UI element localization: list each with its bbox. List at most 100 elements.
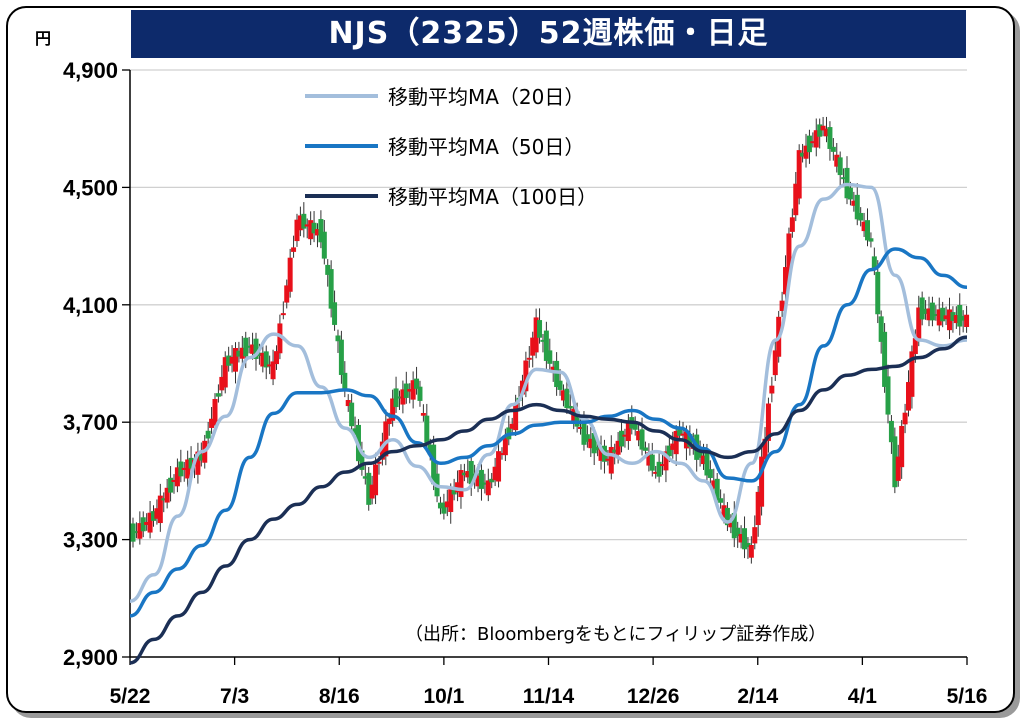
candle-up xyxy=(485,480,491,496)
candle-up xyxy=(824,128,830,137)
candle-up xyxy=(615,440,621,455)
candle-down xyxy=(311,222,317,234)
candle-down xyxy=(878,316,884,342)
candle-up xyxy=(287,257,293,292)
candle-down xyxy=(253,338,259,359)
candle-up xyxy=(786,233,792,278)
candle-down xyxy=(929,302,935,321)
candle-down xyxy=(574,411,580,427)
candle-up xyxy=(851,200,857,206)
candle-up xyxy=(147,512,153,533)
candle-up xyxy=(646,452,652,466)
candle-up xyxy=(229,356,235,364)
candle-down xyxy=(478,469,484,489)
candle-down xyxy=(441,502,447,514)
candle-down xyxy=(215,393,221,397)
candle-down xyxy=(362,476,368,479)
candle-down xyxy=(461,472,467,476)
candle-up xyxy=(267,364,273,367)
candle-up xyxy=(765,403,771,441)
x-tick-label: 5/22 xyxy=(110,685,151,708)
candle-down xyxy=(888,420,894,443)
candle-up xyxy=(810,141,816,144)
candle-up xyxy=(789,217,795,232)
candle-down xyxy=(745,542,751,548)
candle-up xyxy=(701,455,707,465)
y-tick-label: 4,100 xyxy=(63,293,118,318)
candle-up xyxy=(909,351,915,397)
y-tick-label: 3,700 xyxy=(63,410,118,435)
candle-down xyxy=(564,388,570,409)
candle-up xyxy=(813,130,819,148)
candle-up xyxy=(711,480,717,489)
candle-down xyxy=(800,152,806,157)
candle-up xyxy=(294,219,300,242)
candle-up xyxy=(222,357,228,388)
candle-up xyxy=(769,385,775,394)
x-tick-label: 7/3 xyxy=(220,685,249,708)
candle-up xyxy=(465,471,471,478)
candle-down xyxy=(714,478,720,501)
candle-down xyxy=(742,528,748,550)
candle-up xyxy=(209,418,215,428)
candle-down xyxy=(321,231,327,259)
candle-up xyxy=(748,545,754,558)
x-tick-label: 8/16 xyxy=(319,685,360,708)
candle-down xyxy=(403,383,409,398)
candle-up xyxy=(195,451,201,475)
candle-up xyxy=(519,380,525,395)
candle-up xyxy=(899,425,905,468)
candle-down xyxy=(417,386,423,401)
candle-up xyxy=(270,361,276,380)
candle-up xyxy=(513,403,519,431)
candle-up xyxy=(369,484,375,499)
candle-down xyxy=(704,449,710,476)
candle-up xyxy=(916,307,922,341)
candle-down xyxy=(639,429,645,450)
candle-up xyxy=(448,489,454,513)
candle-down xyxy=(338,339,344,375)
candle-up xyxy=(902,412,908,425)
x-tick-label: 10/1 xyxy=(423,685,464,708)
candle-up xyxy=(499,453,505,456)
candle-down xyxy=(427,444,433,455)
candle-down xyxy=(731,512,737,539)
candle-up xyxy=(137,523,143,539)
candle-up xyxy=(533,317,539,353)
candle-down xyxy=(349,402,355,427)
candle-up xyxy=(728,523,734,528)
candle-up xyxy=(560,390,566,401)
candle-up xyxy=(502,437,508,456)
y-tick-label: 3,300 xyxy=(63,528,118,553)
candle-down xyxy=(161,498,167,501)
candle-down xyxy=(724,507,730,526)
candle-up xyxy=(284,285,290,303)
candle-up xyxy=(680,433,686,436)
candle-down xyxy=(581,416,587,445)
candle-down xyxy=(547,350,553,364)
candle-up xyxy=(386,418,392,425)
legend-label-ma50: 移動平均MA（50日） xyxy=(388,135,584,159)
candle-up xyxy=(953,315,959,324)
candle-down xyxy=(325,264,331,275)
candle-down xyxy=(837,157,843,176)
candle-down xyxy=(150,511,156,521)
candle-down xyxy=(342,372,348,392)
legend-label-ma100: 移動平均MA（100日） xyxy=(388,185,597,209)
candle-up xyxy=(157,495,163,524)
candle-up xyxy=(475,475,481,487)
candle-down xyxy=(246,345,252,348)
candle-down xyxy=(933,314,939,317)
candle-up xyxy=(304,224,310,227)
candle-down xyxy=(543,330,549,361)
candle-up xyxy=(523,360,529,392)
candle-down xyxy=(328,269,334,309)
candle-up xyxy=(653,471,659,474)
candle-up xyxy=(772,350,778,376)
candle-up xyxy=(926,308,932,321)
candle-down xyxy=(168,477,174,493)
candle-up xyxy=(660,464,666,467)
candle-down xyxy=(677,429,683,436)
candle-up xyxy=(185,459,191,479)
candle-down xyxy=(806,135,812,153)
